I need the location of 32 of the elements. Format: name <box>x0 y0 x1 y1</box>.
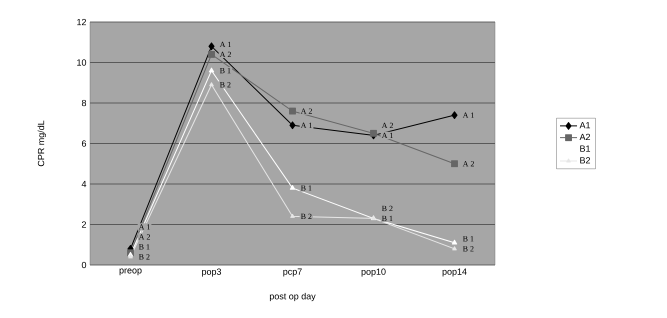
x-tick-label: preop <box>120 268 142 276</box>
point <box>290 185 296 190</box>
y-tick-label: 8 <box>82 100 86 106</box>
point <box>451 160 458 168</box>
legend-label: A2 <box>580 134 590 140</box>
point <box>208 42 215 50</box>
legend-label: B2 <box>580 157 590 164</box>
x-tick-label: pcp7 <box>283 268 302 277</box>
x-axis-title: post op day <box>270 292 316 302</box>
y-tick-label: 10 <box>77 59 86 66</box>
point <box>209 82 214 86</box>
y-tick-label: 4 <box>82 180 86 188</box>
point <box>289 121 296 130</box>
y-tick-label: 12 <box>77 18 86 26</box>
x-tick-label: pop14 <box>442 268 467 277</box>
x-tick-label: pop3 <box>202 268 222 277</box>
point <box>451 111 458 120</box>
y-axis-title: CPR mg/dL <box>38 120 46 166</box>
point <box>452 246 457 250</box>
point <box>208 68 214 72</box>
point <box>208 50 215 58</box>
point <box>452 240 458 244</box>
y-tick-label: 0 <box>82 262 86 268</box>
y-tick-label: 6 <box>82 140 86 147</box>
legend-label: A1 <box>580 122 590 128</box>
text: B1 <box>580 145 590 152</box>
x-tick-label: pop10 <box>362 268 386 277</box>
y-tick-label: 2 <box>82 221 86 228</box>
point <box>128 254 133 258</box>
point <box>370 130 377 137</box>
point <box>290 214 295 218</box>
point <box>289 108 296 115</box>
